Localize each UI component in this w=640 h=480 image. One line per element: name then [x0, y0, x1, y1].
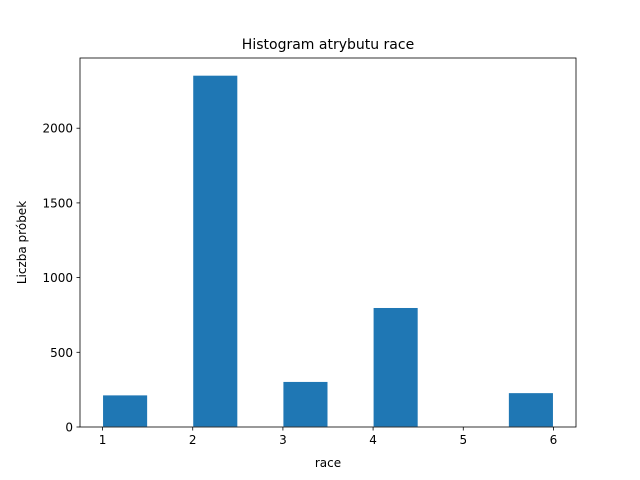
bars-group [102, 74, 554, 428]
plot-frame [79, 57, 577, 428]
y-tick-label: 1500 [42, 196, 73, 210]
x-tick-label: 3 [279, 433, 287, 447]
y-axis-label: Liczba próbek [15, 201, 29, 284]
histogram-bar [192, 74, 239, 428]
y-tick-label: 1000 [42, 271, 73, 285]
histogram-bar [282, 380, 329, 428]
chart-title: Histogram atrybutu race [242, 37, 414, 53]
x-tick-label: 4 [369, 433, 377, 447]
x-axis: 1 2 3 4 5 6 [99, 427, 558, 447]
y-tick-label: 0 [65, 421, 73, 435]
y-tick-label: 2000 [42, 122, 73, 136]
histogram-bar [102, 394, 149, 428]
histogram-bar [507, 392, 554, 428]
histogram-bar [372, 306, 419, 428]
y-tick-label: 500 [50, 346, 73, 360]
x-tick-label: 5 [459, 433, 467, 447]
x-tick-label: 2 [189, 433, 197, 447]
x-axis-label: race [315, 456, 341, 470]
x-tick-label: 1 [99, 433, 107, 447]
x-tick-label: 6 [550, 433, 558, 447]
y-axis: 0 500 1000 1500 2000 [42, 122, 80, 435]
